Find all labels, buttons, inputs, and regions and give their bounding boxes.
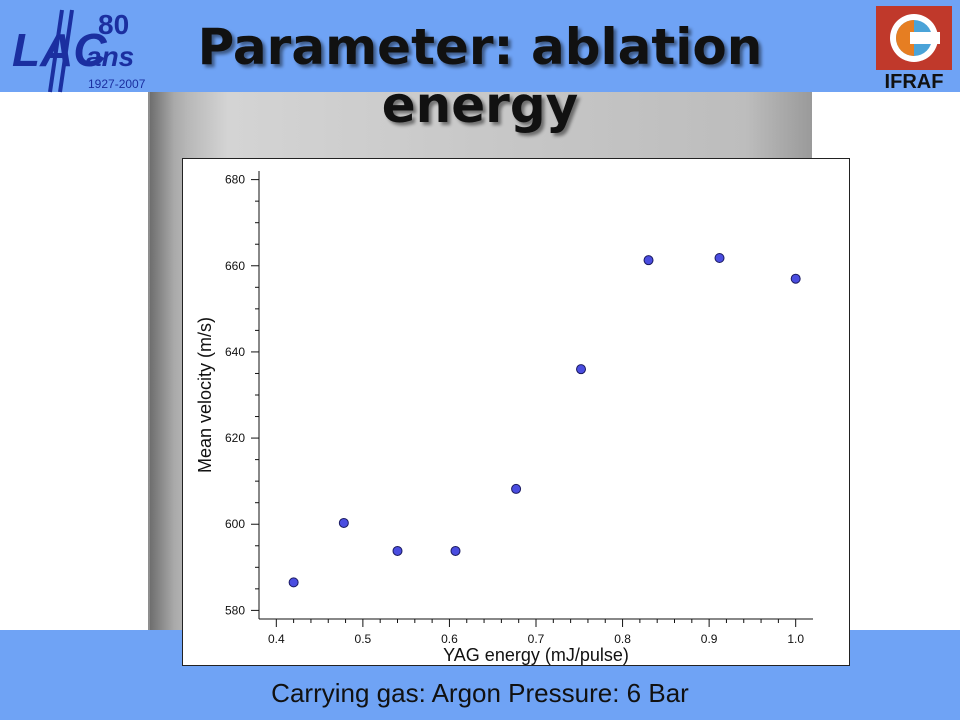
x-tick-label: 1.0 xyxy=(787,632,804,646)
footer-caption: Carrying gas: Argon Pressure: 6 Bar xyxy=(271,678,689,708)
background-photo-pole xyxy=(150,92,174,630)
data-point xyxy=(790,273,801,284)
y-tick-label: 660 xyxy=(225,259,245,273)
y-tick-label: 580 xyxy=(225,603,245,617)
svg-text:80: 80 xyxy=(98,9,129,40)
y-tick-label: 600 xyxy=(225,517,245,531)
data-point xyxy=(288,577,299,588)
header-band xyxy=(0,0,960,92)
x-tick-label: 0.7 xyxy=(528,632,545,646)
y-tick-label: 640 xyxy=(225,345,245,359)
data-point xyxy=(511,483,522,494)
x-tick-label: 0.4 xyxy=(268,632,285,646)
y-tick-label: 620 xyxy=(225,431,245,445)
svg-text:ans: ans xyxy=(86,41,134,72)
chart-frame: 580 600 620 640 660 680 0.4 0.5 0.6 0.7 0.8 0.9 1.0 … xyxy=(182,158,850,666)
x-tick-label: 0.5 xyxy=(355,632,372,646)
svg-text:IFRAF: IFRAF xyxy=(885,71,944,92)
data-point xyxy=(338,517,349,528)
data-point xyxy=(392,545,403,556)
y-tick-label: 680 xyxy=(225,173,245,187)
data-point xyxy=(714,253,725,264)
x-tick-label: 0.9 xyxy=(701,632,718,646)
svg-text:1927-2007: 1927-2007 xyxy=(88,77,146,91)
ifraf-logo: IFRAF xyxy=(876,6,952,92)
x-tick-label: 0.6 xyxy=(441,632,458,646)
x-axis-label: YAG energy (mJ/pulse) xyxy=(443,645,629,665)
data-point xyxy=(643,255,654,266)
y-axis-label: Mean velocity (m/s) xyxy=(195,317,215,473)
data-point xyxy=(450,545,461,556)
data-point xyxy=(576,364,587,375)
slide-title: Parameter: ablation energy xyxy=(197,18,763,134)
lac-80-years-logo: LAC 80 ans 1927-2007 xyxy=(12,9,146,93)
x-tick-label: 0.8 xyxy=(614,632,631,646)
